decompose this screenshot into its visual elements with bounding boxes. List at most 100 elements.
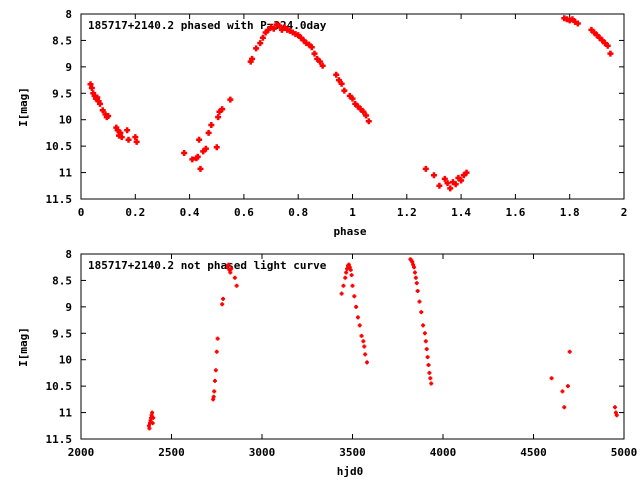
phased-data-point bbox=[319, 62, 326, 69]
unphased-plot-frame bbox=[80, 253, 625, 440]
phased-xtick-label: 1.4 bbox=[451, 206, 471, 219]
phased-data-point bbox=[341, 87, 348, 94]
unphased-data-point bbox=[415, 289, 420, 293]
phased-ytick-label: 8.5 bbox=[52, 34, 72, 47]
phased-data-point bbox=[349, 95, 356, 102]
unphased-data-point bbox=[344, 270, 349, 275]
unphased-data-point bbox=[212, 389, 217, 394]
phased-data-point bbox=[308, 44, 315, 51]
phased-data-point bbox=[97, 100, 104, 107]
unphased-data-point bbox=[412, 270, 417, 275]
unphased-data-point bbox=[232, 275, 237, 280]
unphased-data-point bbox=[213, 368, 218, 373]
unphased-ytick-label: 8.5 bbox=[52, 274, 72, 287]
unphased-data-point bbox=[612, 405, 617, 410]
phased-data-point bbox=[197, 165, 204, 172]
phased-data-point bbox=[227, 96, 234, 103]
phased-data-point bbox=[124, 127, 131, 134]
unphased-data-point bbox=[212, 378, 217, 383]
phased-ytick-label: 11 bbox=[59, 167, 73, 180]
unphased-data-point bbox=[150, 410, 155, 415]
phased-data-point bbox=[338, 80, 345, 87]
phased-plot-frame bbox=[80, 13, 625, 200]
unphased-data-point bbox=[565, 384, 570, 389]
phased-data-point bbox=[436, 182, 443, 189]
phased-data-point bbox=[441, 175, 448, 182]
unphased-data-point bbox=[614, 413, 619, 418]
unphased-data-point bbox=[562, 405, 567, 410]
unphased-xtick-label: 3500 bbox=[339, 446, 366, 459]
unphased-data-point bbox=[211, 394, 216, 399]
phased-xtick-label: 0.2 bbox=[125, 206, 145, 219]
phased-xtick-label: 1.6 bbox=[505, 206, 525, 219]
unphased-data-point bbox=[352, 294, 357, 299]
unphased-xtick-label: 2500 bbox=[158, 446, 185, 459]
unphased-data-point bbox=[417, 299, 422, 304]
phased-data-point bbox=[196, 136, 203, 143]
unphased-data-point bbox=[354, 304, 359, 309]
phased-data-point bbox=[249, 55, 256, 62]
unphased-data-point bbox=[560, 389, 565, 394]
unphased-data-point bbox=[147, 426, 152, 431]
phased-ytick-label: 10.5 bbox=[46, 140, 73, 153]
phased-data-point bbox=[463, 169, 470, 176]
phased-xtick-label: 0.4 bbox=[180, 206, 200, 219]
unphased-data-point bbox=[151, 415, 156, 420]
phased-xtick-label: 2 bbox=[621, 206, 628, 219]
unphased-xtick-label: 3000 bbox=[249, 446, 276, 459]
phased-data-point bbox=[458, 177, 465, 184]
phased-data-point bbox=[88, 85, 95, 91]
phased-data-point bbox=[270, 25, 277, 32]
phased-data-point bbox=[360, 108, 367, 115]
unphased-xtick-label: 4000 bbox=[430, 446, 457, 459]
unphased-data-point bbox=[412, 265, 417, 270]
phased-data-point bbox=[194, 153, 201, 160]
unphased-data-point bbox=[423, 339, 428, 344]
phased-data-point bbox=[452, 181, 459, 188]
unphased-data-point bbox=[229, 266, 234, 271]
unphased-ytick-label: 10.5 bbox=[46, 380, 73, 393]
unphased-data-point bbox=[341, 283, 346, 288]
unphased-data-point bbox=[348, 267, 353, 272]
phased-data-point bbox=[363, 112, 370, 119]
unphased-data-point bbox=[339, 291, 344, 296]
unphased-data-point bbox=[413, 275, 418, 280]
unphased-data-point bbox=[349, 273, 354, 278]
unphased-data-point bbox=[359, 333, 364, 338]
phased-data-point bbox=[105, 113, 112, 120]
unphased-data-point bbox=[419, 310, 424, 315]
phased-data-point bbox=[205, 129, 212, 136]
unphased-data-point bbox=[421, 323, 426, 328]
phased-data-point bbox=[253, 45, 260, 52]
phased-data-point bbox=[117, 129, 124, 136]
unphased-ytick-label: 11.5 bbox=[46, 433, 73, 446]
phased-data-point bbox=[422, 165, 429, 172]
unphased-xtick-label: 4500 bbox=[520, 446, 547, 459]
phased-data-point bbox=[276, 22, 283, 29]
phased-data-point bbox=[311, 50, 318, 57]
unphased-data-point bbox=[221, 296, 226, 301]
unphased-axis-ticks bbox=[80, 253, 625, 440]
phased-data-point bbox=[132, 134, 139, 141]
unphased-data-point bbox=[214, 349, 219, 354]
unphased-ytick-label: 8 bbox=[65, 248, 72, 261]
phased-data-point bbox=[125, 136, 132, 143]
phased-data-point bbox=[99, 107, 106, 114]
phased-data-point bbox=[259, 34, 266, 41]
unphased-data-point bbox=[215, 336, 220, 341]
phased-xtick-label: 0 bbox=[78, 206, 85, 219]
phased-ytick-label: 10 bbox=[59, 114, 72, 127]
phased-data-point bbox=[430, 172, 437, 179]
phased-xtick-label: 1.8 bbox=[560, 206, 580, 219]
phased-ytick-label: 8 bbox=[65, 8, 72, 21]
phased-x-axis-label: phase bbox=[333, 225, 366, 238]
unphased-data-point bbox=[429, 381, 434, 386]
phased-data-point bbox=[202, 145, 209, 152]
unphased-data-points bbox=[146, 257, 619, 431]
unphased-data-point bbox=[549, 376, 554, 381]
phased-data-point bbox=[333, 71, 340, 78]
unphased-data-point bbox=[364, 360, 369, 365]
phased-ytick-label: 9.5 bbox=[52, 87, 72, 100]
phased-xtick-label: 1.2 bbox=[397, 206, 417, 219]
